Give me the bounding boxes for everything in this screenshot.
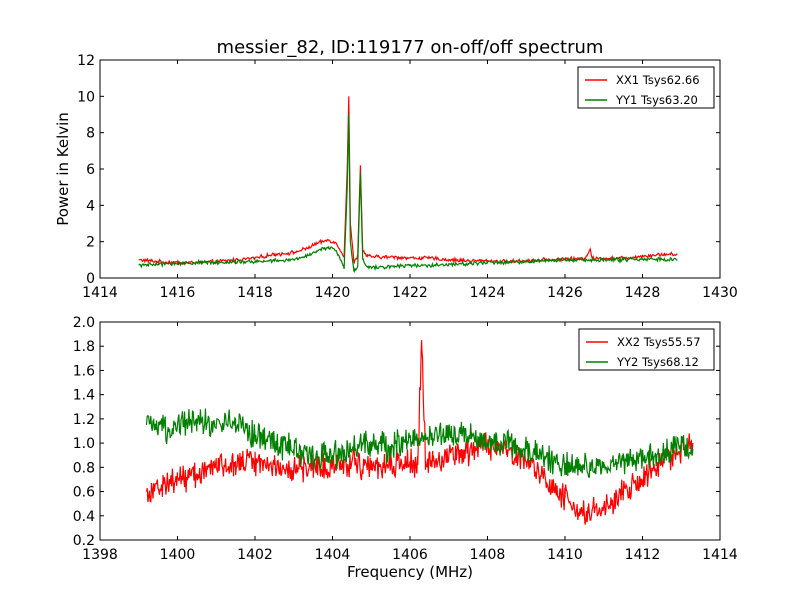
x-tick-label: 1422 — [392, 285, 428, 301]
x-tick-label: 1414 — [82, 285, 118, 301]
x-tick-label: 1408 — [470, 547, 506, 563]
x-tick-label: 1410 — [547, 547, 583, 563]
x-tick-label: 1402 — [237, 547, 273, 563]
y-tick-label: 2.0 — [73, 315, 95, 331]
subplot-1: 1414 1416 1418 1420 1422 1424 1426 1428 1430 0 2 4 6… — [54, 53, 738, 301]
x-tick-label: 1414 — [702, 547, 738, 563]
x-tick-label: 1416 — [160, 285, 196, 301]
figure-title: messier_82, ID:119177 on-off/off spectru… — [217, 37, 604, 58]
y-tick-label: 1.6 — [73, 363, 95, 379]
y-tick-label: 1.0 — [73, 436, 95, 452]
legend-entry: XX1 Tsys62.66 — [616, 73, 700, 87]
series-line-yy1 — [138, 114, 678, 274]
y-tick-label: 1.2 — [73, 412, 95, 428]
x-tick-label: 1404 — [315, 547, 351, 563]
y-axis-label: Power in Kelvin — [54, 112, 72, 226]
y-tick-label: 0 — [86, 271, 95, 287]
x-tick-label: 1428 — [625, 285, 661, 301]
y-tick-label: 4 — [86, 198, 95, 214]
x-tick-label: 1400 — [160, 547, 196, 563]
y-tick-label: 6 — [86, 162, 95, 178]
y-tick-label: 0.2 — [73, 533, 95, 549]
y-tick-label: 8 — [86, 126, 95, 142]
legend-entry: XX2 Tsys55.57 — [617, 335, 701, 349]
subplot-2: 1398 1400 1402 1404 1406 1408 1410 1412 1414 0.2 0… — [73, 315, 738, 563]
x-tick-label: 1412 — [625, 547, 661, 563]
y-tick-label: 1.4 — [73, 388, 95, 404]
legend-box — [578, 328, 715, 371]
series-line-xx2 — [145, 340, 694, 525]
legend-entry: YY1 Tsys63.20 — [615, 93, 698, 107]
y-tick-label: 2 — [86, 235, 95, 251]
y-tick-label: 0.6 — [73, 485, 95, 501]
legend-entry: YY2 Tsys68.12 — [616, 355, 699, 369]
x-tick-label: 1424 — [470, 285, 506, 301]
x-axis-label: Frequency (MHz) — [347, 563, 473, 581]
y-tick-label: 12 — [77, 53, 95, 69]
y-tick-label: 0.4 — [73, 509, 95, 525]
y-tick-label: 1.8 — [73, 339, 95, 355]
y-tick-label: 10 — [77, 89, 95, 105]
x-tick-label: 1406 — [392, 547, 428, 563]
x-tick-label: 1426 — [547, 285, 583, 301]
x-tick-label: 1420 — [315, 285, 351, 301]
legend-box — [577, 66, 715, 109]
x-tick-label: 1430 — [702, 285, 738, 301]
x-tick-label: 1418 — [237, 285, 273, 301]
x-tick-label: 1398 — [82, 547, 118, 563]
series-line-xx1 — [138, 96, 678, 266]
series-line-yy2 — [145, 408, 694, 478]
y-tick-label: 0.8 — [73, 460, 95, 476]
